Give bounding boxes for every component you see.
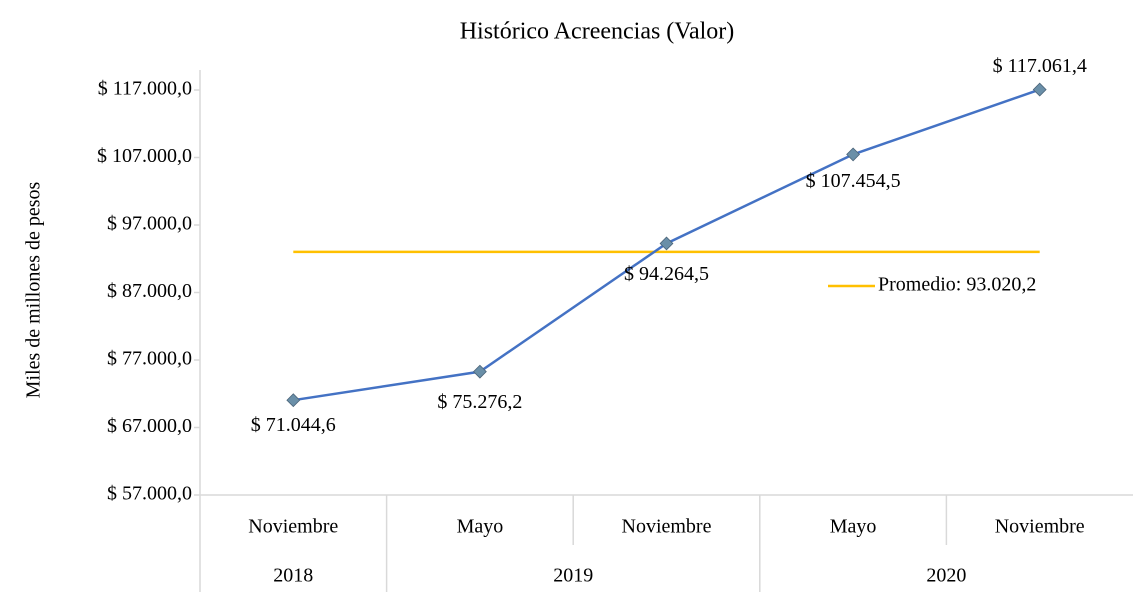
y-tick-label: $ 57.000,0 — [107, 483, 192, 505]
marker — [286, 393, 301, 408]
x-tick-label: Mayo — [457, 516, 504, 538]
marker — [1032, 82, 1047, 97]
y-tick-label: $ 117.000,0 — [98, 78, 192, 100]
data-label: $ 94.264,5 — [624, 263, 709, 285]
chart-title: Histórico Acreencias (Valor) — [460, 19, 735, 45]
marker — [472, 364, 487, 379]
data-label: $ 75.276,2 — [437, 391, 522, 413]
x-group-label: 2018 — [273, 565, 313, 587]
x-group-label: 2020 — [926, 565, 966, 587]
x-group-label: 2019 — [553, 565, 593, 587]
y-tick-label: $ 87.000,0 — [107, 280, 192, 302]
marker — [659, 236, 674, 251]
y-tick-label: $ 77.000,0 — [107, 348, 192, 370]
marker — [846, 147, 861, 162]
y-tick-label: $ 67.000,0 — [107, 415, 192, 437]
x-tick-label: Noviembre — [995, 516, 1085, 538]
data-label: $ 71.044,6 — [251, 414, 336, 436]
data-label: $ 117.061,4 — [993, 55, 1087, 77]
x-tick-label: Noviembre — [248, 516, 338, 538]
y-tick-label: $ 97.000,0 — [107, 213, 192, 235]
y-tick-label: $ 107.000,0 — [97, 145, 192, 167]
data-label: $ 107.454,5 — [806, 170, 901, 192]
legend-label: Promedio: 93.020,2 — [878, 274, 1036, 296]
x-tick-label: Noviembre — [622, 516, 712, 538]
y-axis-label: Miles de millones de pesos — [23, 181, 45, 398]
x-tick-label: Mayo — [830, 516, 877, 538]
